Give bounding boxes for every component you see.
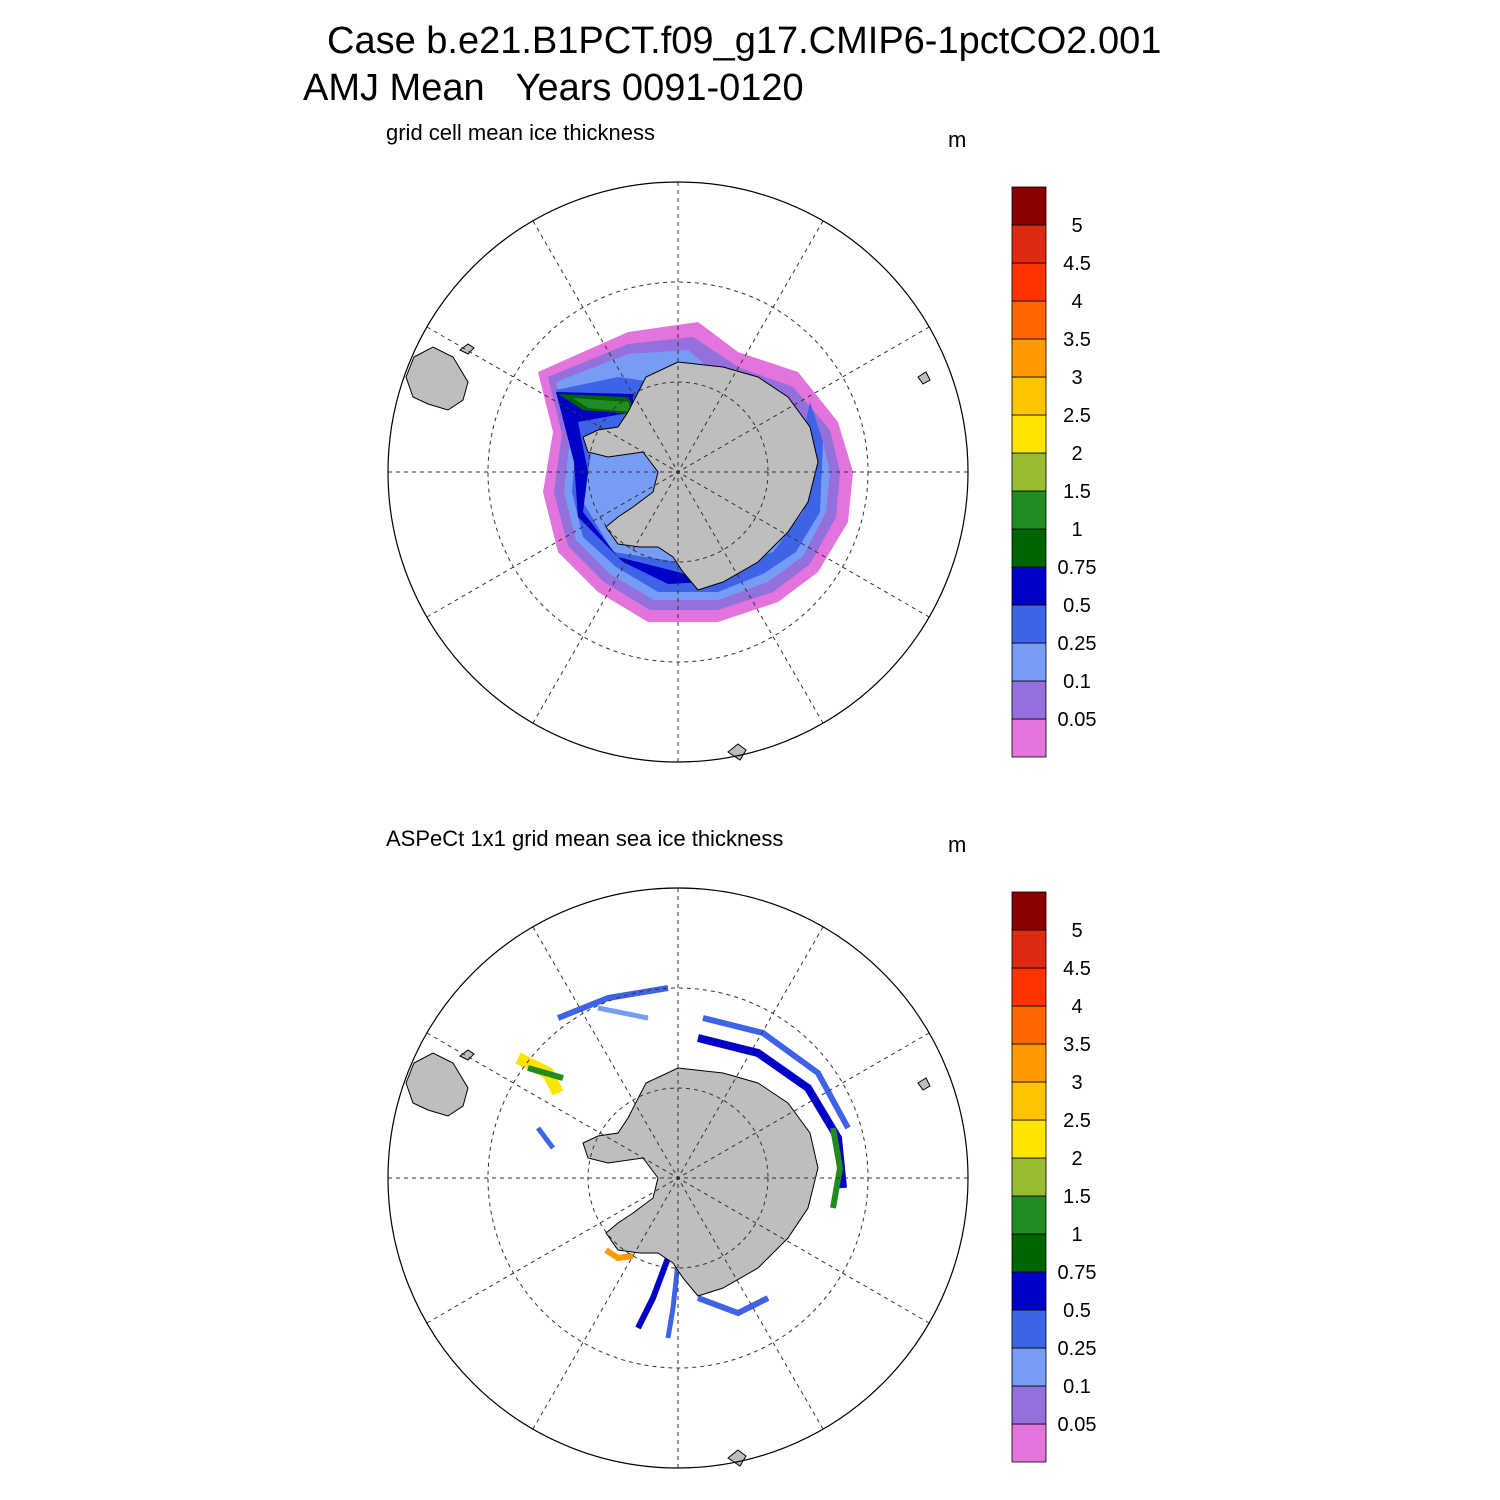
antarctica-landmass [582, 361, 819, 591]
ship-observation-tracks [515, 985, 851, 1339]
colorbar-swatch [1011, 1043, 1047, 1083]
panel2-subtitle: ASPeCt 1x1 grid mean sea ice thickness [386, 826, 784, 851]
colorbar-swatch [1011, 338, 1047, 378]
colorbar-swatch [1011, 566, 1047, 606]
track-amundsen-thick [604, 1247, 634, 1262]
colorbar-swatch [1011, 186, 1047, 226]
colorbar-tick-label: 2.5 [1063, 405, 1091, 427]
colorbar-top-labels: 0.05 0.1 0.25 0.5 0.75 1 1.5 2 2.5 3 3.5 4 4.5 5 [1058, 215, 1097, 731]
colorbar-tick-label: 0.25 [1058, 633, 1097, 655]
colorbar-tick-label: 5 [1071, 920, 1082, 942]
colorbar-tick-label: 4.5 [1063, 958, 1091, 980]
colorbar-tick-label: 4 [1071, 996, 1082, 1018]
ice-band-1.5 [573, 398, 632, 412]
colorbar-bottom-labels: 0.05 0.1 0.25 0.5 0.75 1 1.5 2 2.5 3 3.5 4 4.5 5 [1058, 920, 1097, 1436]
colorbar-swatch [1011, 490, 1047, 530]
colorbar-tick-label: 2 [1071, 1148, 1082, 1170]
colorbar-bottom-swatches [1011, 891, 1047, 1463]
new-zealand-landmass [727, 1449, 747, 1467]
colorbar-tick-label: 0.25 [1058, 1338, 1097, 1360]
kerguelen-island [917, 371, 931, 385]
track-east-antarctica-2 [702, 1015, 851, 1130]
panel1-unit: m [948, 127, 967, 152]
colorbar-swatch [1011, 1271, 1047, 1311]
colorbar-swatch [1011, 642, 1047, 682]
colorbar-tick-label: 0.75 [1058, 1262, 1097, 1284]
map-boundary [387, 887, 969, 1469]
colorbar-swatch [1011, 891, 1047, 931]
colorbar-tick-label: 1 [1071, 1224, 1082, 1246]
track-east-antarctica-thick [830, 1127, 844, 1209]
colorbar-tick-label: 0.5 [1063, 595, 1091, 617]
south-america-landmass [405, 1052, 469, 1117]
colorbar-swatch [1011, 262, 1047, 302]
new-zealand-landmass [727, 743, 747, 761]
colorbar-tick-label: 2 [1071, 443, 1082, 465]
colorbar-swatch [1011, 1195, 1047, 1235]
kerguelen-island [917, 1077, 931, 1091]
colorbar-tick-label: 0.05 [1058, 709, 1097, 731]
colorbar-swatch [1011, 452, 1047, 492]
colorbar-tick-label: 4.5 [1063, 253, 1091, 275]
track-peninsula-obs-2 [527, 1065, 564, 1081]
figure-title-line1: Case b.e21.B1PCT.f09_g17.CMIP6-1pctCO2.0… [327, 20, 1162, 62]
colorbar-swatch [1011, 929, 1047, 969]
figure-title-line2: AMJ Mean Years 0091-0120 [303, 67, 804, 109]
track-weddell [556, 985, 669, 1021]
colorbar-swatch [1011, 1347, 1047, 1387]
model-ice-thickness-map [387, 181, 969, 763]
colorbar-swatch [1011, 300, 1047, 340]
colorbar-tick-label: 0.1 [1063, 671, 1091, 693]
colorbar-swatch [1011, 1309, 1047, 1349]
south-america-landmass [405, 346, 469, 411]
panel2-unit: m [948, 832, 967, 857]
colorbar-swatch [1011, 528, 1047, 568]
colorbar-swatch [1011, 414, 1047, 454]
colorbar-bottom: 0.05 0.1 0.25 0.5 0.75 1 1.5 2 2.5 3 3.5 4 4.5 5 [1011, 891, 1097, 1463]
colorbar-tick-label: 0.5 [1063, 1300, 1091, 1322]
track-weddell-2 [597, 1005, 649, 1021]
colorbar-swatch [1011, 1233, 1047, 1273]
colorbar-top: 0.05 0.1 0.25 0.5 0.75 1 1.5 2 2.5 3 3.5 4 4.5 5 [1011, 186, 1097, 758]
colorbar-swatch [1011, 718, 1047, 758]
colorbar-swatch [1011, 1081, 1047, 1121]
colorbar-tick-label: 0.75 [1058, 557, 1097, 579]
colorbar-swatch [1011, 604, 1047, 644]
south-georgia-island [459, 1049, 475, 1061]
colorbar-tick-label: 1.5 [1063, 481, 1091, 503]
colorbar-top-swatches [1011, 186, 1047, 758]
colorbar-swatch [1011, 376, 1047, 416]
colorbar-tick-label: 0.05 [1058, 1414, 1097, 1436]
aspect-ice-thickness-map [387, 887, 969, 1469]
colorbar-tick-label: 0.1 [1063, 1376, 1091, 1398]
colorbar-swatch [1011, 967, 1047, 1007]
antarctica-landmass [582, 1067, 819, 1297]
colorbar-swatch [1011, 680, 1047, 720]
colorbar-tick-label: 3 [1071, 367, 1082, 389]
colorbar-swatch [1011, 1423, 1047, 1463]
graticule [388, 182, 968, 762]
ice-band-0.75 [556, 392, 708, 584]
track-ross-sea-3 [696, 1295, 770, 1317]
track-ross-sea [635, 1256, 671, 1330]
colorbar-swatch [1011, 1157, 1047, 1197]
colorbar-tick-label: 5 [1071, 215, 1082, 237]
colorbar-swatch [1011, 1385, 1047, 1425]
colorbar-tick-label: 1 [1071, 519, 1082, 541]
colorbar-tick-label: 4 [1071, 291, 1082, 313]
colorbar-tick-label: 3.5 [1063, 329, 1091, 351]
map-boundary [387, 181, 969, 763]
colorbar-swatch [1011, 224, 1047, 264]
track-ross-sea-2 [665, 1262, 681, 1339]
panel1-subtitle: grid cell mean ice thickness [386, 120, 656, 145]
south-georgia-island [459, 343, 475, 355]
colorbar-swatch [1011, 1119, 1047, 1159]
colorbar-tick-label: 1.5 [1063, 1186, 1091, 1208]
graticule [388, 888, 968, 1468]
colorbar-tick-label: 2.5 [1063, 1110, 1091, 1132]
colorbar-tick-label: 3 [1071, 1072, 1082, 1094]
colorbar-tick-label: 3.5 [1063, 1034, 1091, 1056]
track-peninsula-west [536, 1126, 555, 1150]
colorbar-swatch [1011, 1005, 1047, 1045]
